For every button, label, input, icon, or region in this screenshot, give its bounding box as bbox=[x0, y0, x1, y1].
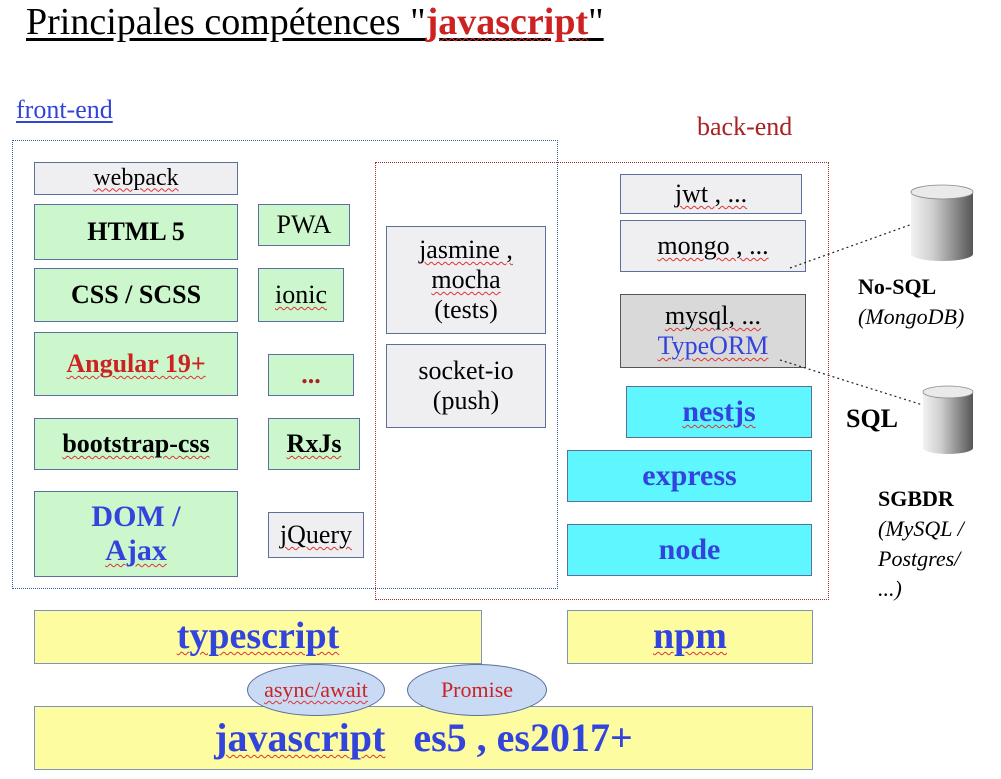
jwt-label: jwt , ... bbox=[674, 179, 748, 209]
push-label: (push) bbox=[432, 386, 500, 415]
socket-io-label: socket-io bbox=[418, 356, 514, 386]
promise-label: Promise bbox=[440, 677, 514, 702]
dots-box: ... bbox=[268, 354, 354, 396]
typeorm-label: TypeORM bbox=[657, 331, 769, 360]
javascript-bar: javascript es5 , es2017+ bbox=[34, 706, 813, 770]
dots-label: ... bbox=[301, 360, 321, 390]
typescript-label: typescript bbox=[176, 615, 340, 658]
sql-database-icon bbox=[922, 385, 974, 454]
css-label: CSS / SCSS bbox=[70, 280, 202, 310]
mocha-label: mocha bbox=[431, 265, 501, 295]
mongo-box: mongo , ... bbox=[620, 220, 806, 272]
pwa-label: PWA bbox=[276, 210, 332, 240]
typescript-bar: typescript bbox=[34, 610, 482, 664]
nestjs-label: nestjs bbox=[682, 394, 756, 428]
jquery-box: jQuery bbox=[268, 512, 364, 558]
bootstrap-box: bootstrap-css bbox=[34, 418, 238, 470]
angular-label: Angular 19+ bbox=[66, 349, 206, 379]
sgbdr-detail-1: (MySQL / bbox=[878, 516, 964, 541]
sgbdr-detail-2: Postgres/ bbox=[878, 546, 961, 571]
sgbdr-name: SGBDR bbox=[878, 486, 954, 511]
mysql-typeorm-box: mysql, ... TypeORM bbox=[620, 294, 806, 368]
nosql-detail: (MongoDB) bbox=[858, 304, 965, 329]
javascript-label: javascript bbox=[214, 715, 386, 760]
sgbdr-detail-3: ...) bbox=[878, 576, 902, 601]
rxjs-box: RxJs bbox=[268, 418, 360, 470]
ionic-label: ionic bbox=[275, 280, 327, 310]
mongo-label: mongo , ... bbox=[657, 231, 769, 261]
nestjs-box: nestjs bbox=[626, 386, 812, 438]
nosql-name: No-SQL bbox=[858, 274, 937, 299]
express-label: express bbox=[642, 458, 737, 492]
jasmine-label: jasmine , bbox=[419, 235, 513, 265]
dom-ajax-box: DOM / Ajax bbox=[34, 491, 238, 577]
ionic-box: ionic bbox=[258, 268, 344, 322]
node-label: node bbox=[658, 532, 721, 566]
rxjs-label: RxJs bbox=[286, 429, 342, 459]
jquery-label: jQuery bbox=[279, 520, 353, 550]
npm-bar: npm bbox=[567, 610, 813, 664]
page-title: Principales compétences "javascript" bbox=[26, 0, 604, 44]
dom-label: DOM / bbox=[91, 499, 181, 533]
nosql-database-icon bbox=[910, 184, 974, 261]
backend-label: back-end bbox=[697, 112, 793, 141]
html5-box: HTML 5 bbox=[34, 204, 238, 260]
title-highlight: javascript bbox=[425, 1, 589, 43]
mysql-label: mysql, ... bbox=[664, 301, 762, 331]
html5-label: HTML 5 bbox=[87, 217, 185, 247]
jwt-box: jwt , ... bbox=[620, 174, 802, 214]
pwa-box: PWA bbox=[258, 204, 350, 246]
webpack-box: webpack bbox=[34, 162, 238, 195]
node-box: node bbox=[567, 524, 812, 576]
tests-label: (tests) bbox=[434, 294, 498, 324]
frontend-frame bbox=[12, 140, 558, 589]
css-box: CSS / SCSS bbox=[34, 268, 238, 322]
npm-label: npm bbox=[653, 615, 727, 658]
webpack-label: webpack bbox=[93, 164, 179, 191]
sql-label: SQL bbox=[846, 404, 899, 433]
ajax-label: Ajax bbox=[105, 534, 167, 567]
bootstrap-label: bootstrap-css bbox=[62, 429, 210, 459]
async-await-label: async/await bbox=[264, 677, 368, 702]
jasmine-mocha-box: jasmine , mocha (tests) bbox=[386, 226, 546, 334]
socket-io-box: socket-io (push) bbox=[386, 344, 546, 428]
title-suffix: " bbox=[588, 1, 604, 43]
es-version-label: es5 , es2017+ bbox=[413, 715, 633, 760]
express-box: express bbox=[567, 450, 812, 502]
async-await-ellipse: async/await bbox=[247, 664, 385, 716]
angular-box: Angular 19+ bbox=[34, 332, 238, 396]
frontend-label: front-end bbox=[16, 95, 113, 124]
promise-ellipse: Promise bbox=[407, 664, 547, 716]
title-prefix: Principales compétences " bbox=[26, 1, 426, 43]
